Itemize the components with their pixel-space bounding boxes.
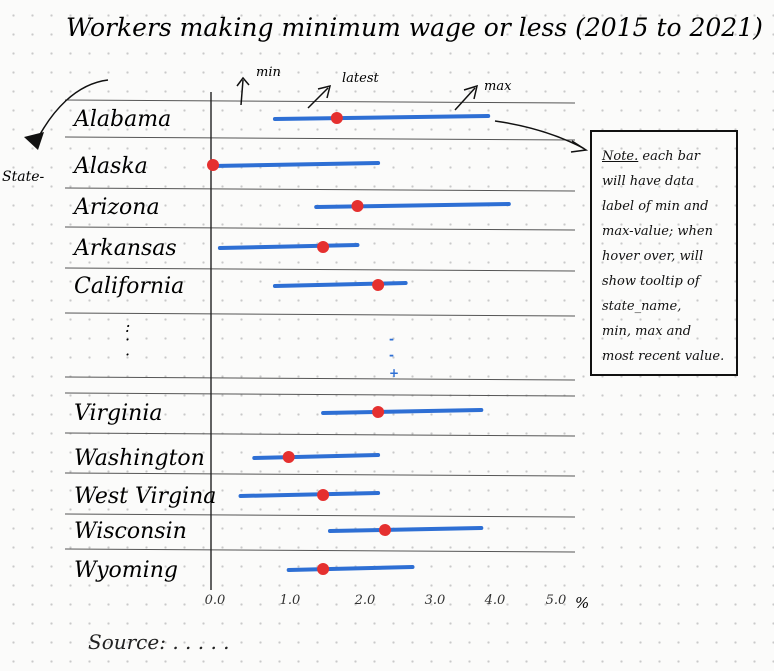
annotation-min-label: min [256, 65, 281, 80]
latest-dot[interactable] [317, 489, 330, 501]
note-heading: Note. [602, 149, 639, 164]
note-line: max-value; when [602, 224, 713, 239]
x-tick-label: 5.0 [546, 593, 567, 608]
range-bar[interactable] [321, 408, 484, 415]
annotation-latest-label: latest [342, 71, 379, 86]
x-axis-unit: % [575, 594, 589, 612]
note-connector [494, 120, 589, 153]
state-label: Arizona [72, 195, 160, 220]
grid-line [64, 312, 576, 317]
note-line: most recent value. [602, 349, 725, 364]
grid-line [64, 376, 576, 381]
state-label: Alaska [72, 154, 148, 179]
range-bar[interactable] [272, 114, 491, 121]
range-bar[interactable] [217, 243, 360, 250]
gap-mark: - [389, 332, 394, 346]
x-axis-ticks: 0.0 1.0 2.0 3.0 4.0 5.0 [205, 593, 567, 608]
latest-dot[interactable] [317, 241, 330, 253]
latest-dot[interactable] [372, 279, 385, 291]
latest-dot[interactable] [372, 406, 385, 418]
x-tick-label: 1.0 [280, 593, 301, 608]
note-line: hover over, will [602, 249, 704, 264]
x-tick-label: 4.0 [484, 593, 506, 608]
note-line: each bar [642, 149, 700, 164]
grid-line [64, 472, 576, 477]
range-bar[interactable] [211, 161, 381, 168]
note-line: min, max and [602, 324, 692, 339]
grid-line [64, 267, 576, 272]
range-bar[interactable] [286, 565, 415, 572]
state-label: Virginia [74, 401, 163, 426]
state-axis-pointer: State- [2, 79, 109, 185]
state-label: California [74, 274, 184, 299]
state-label: Arkansas [72, 236, 177, 261]
state-label: West Virgina [74, 484, 216, 509]
grid-line [64, 136, 576, 141]
gap-mark: - [389, 348, 394, 362]
note-box: Note. each bar will have data label of m… [590, 130, 738, 376]
range-bar[interactable] [327, 526, 484, 533]
annotation-min: min [236, 65, 281, 106]
note-line: will have data [602, 174, 695, 189]
latest-dot[interactable] [282, 451, 295, 463]
latest-dot[interactable] [379, 524, 391, 536]
latest-dot[interactable] [330, 112, 343, 124]
range-bar[interactable] [272, 281, 408, 288]
annotation-latest: latest [307, 71, 379, 109]
grid-line [64, 392, 576, 397]
source-note: Source: . . . . . [88, 630, 230, 654]
annotation-max: max [454, 79, 512, 111]
x-tick-label: 3.0 [425, 593, 446, 608]
gap-mark: + [389, 366, 399, 380]
grid-lines [64, 99, 576, 553]
x-tick-label: 0.0 [205, 593, 226, 608]
state-rows: Alabama Alaska Arizona Arkansas California Vi… [72, 107, 511, 583]
grid-line [64, 226, 576, 231]
latest-dot[interactable] [317, 563, 330, 575]
note-line: show tooltip of [602, 274, 700, 289]
note-line: state_name, [602, 299, 682, 314]
y-axis-label: State- [2, 169, 44, 185]
state-label: Wyoming [74, 558, 178, 583]
range-bar[interactable] [314, 202, 511, 209]
note-line: label of min and [602, 199, 709, 214]
latest-dot[interactable] [207, 159, 219, 171]
grid-line [64, 99, 576, 104]
state-label: Washington [74, 446, 205, 471]
grid-line [64, 548, 576, 553]
range-bar[interactable] [252, 453, 381, 460]
state-label: Alabama [72, 107, 171, 132]
x-tick-label: 2.0 [354, 593, 376, 608]
grid-line [64, 432, 576, 437]
chart-title: Workers making minimum wage or less (201… [66, 13, 763, 42]
omitted-states-gap: :··--+ [125, 317, 399, 380]
grid-line [64, 513, 576, 518]
annotation-max-label: max [484, 79, 512, 94]
gap-ellipsis: : [125, 317, 130, 336]
range-bar[interactable] [238, 491, 381, 498]
grid-line [64, 187, 576, 192]
state-label: Wisconsin [74, 519, 187, 544]
latest-dot[interactable] [351, 200, 364, 212]
gap-ellipsis: · [125, 345, 130, 364]
gap-ellipsis: · [125, 330, 130, 349]
